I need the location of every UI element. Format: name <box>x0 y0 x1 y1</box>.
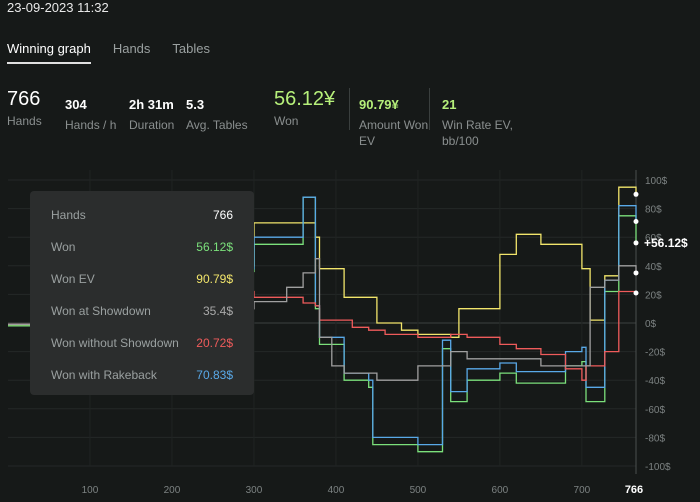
stat-won: 56.12¥ Won <box>274 88 335 129</box>
tooltip-row-won: Won 56.12$ <box>51 240 233 258</box>
tooltip-won-label: Won <box>51 240 76 254</box>
stat-duration-value: 2h 31m <box>129 97 174 112</box>
tooltip-hands-label: Hands <box>51 208 86 222</box>
y-tick-label: -40$ <box>645 376 665 387</box>
tooltip-row-won-rakeback: Won with Rakeback 70.83$ <box>51 368 233 386</box>
tooltip-row-won-no-showdown: Won without Showdown 20.72$ <box>51 336 233 354</box>
stat-hands-value: 766 <box>7 88 41 110</box>
stat-amount-won-ev: 90.79¥ Amount Won EV <box>359 97 428 149</box>
series-endpoint <box>633 270 639 276</box>
tooltip-won-showdown-label: Won at Showdown <box>51 304 151 318</box>
tooltip-won-ev-label: Won EV <box>51 272 95 286</box>
y-tick-label: 0$ <box>645 319 657 330</box>
stat-hands-per-hour-label: Hands / h <box>65 118 117 132</box>
won-end-label: +56.12$ <box>644 236 688 250</box>
stat-win-rate-ev-value: 21 <box>442 97 457 112</box>
stat-avg-tables-label: Avg. Tables <box>186 118 248 132</box>
stat-won-value: 56.12¥ <box>274 88 336 110</box>
y-tick-label: 80$ <box>645 205 662 216</box>
stat-avg-tables: 5.3 Avg. Tables <box>186 97 248 133</box>
tab-tables[interactable]: Tables <box>172 41 210 56</box>
stat-win-rate-ev: 21 Win Rate EV, bb/100 <box>442 97 513 149</box>
x-tick-label: 100 <box>82 485 99 496</box>
x-tick-label: 200 <box>164 485 181 496</box>
x-tick-label: 400 <box>328 485 345 496</box>
y-tick-label: 100$ <box>645 176 668 187</box>
stat-avg-tables-value: 5.3 <box>186 97 205 112</box>
winning-graph-chart[interactable]: 100$ 80$ 60$ 40$ 20$ 0$ -20$ -40$ -60$ -80$ -100$ 1… <box>0 160 700 502</box>
stat-duration: 2h 31m Duration <box>129 97 174 133</box>
stat-win-rate-ev-label: Win Rate EV, bb/100 <box>442 118 513 148</box>
tooltip-won-rakeback-label: Won with Rakeback <box>51 368 157 382</box>
x-tick-label: 300 <box>246 485 263 496</box>
stats-divider <box>349 88 350 130</box>
tab-bar: Winning graph Hands Tables <box>7 41 232 64</box>
stat-amount-won-ev-label: Amount Won EV <box>359 118 429 148</box>
tooltip-won-no-showdown-value: 20.72$ <box>196 336 233 350</box>
session-timestamp: 23-09-2023 11:32 <box>7 0 109 15</box>
tooltip-hands-value: 766 <box>212 208 233 222</box>
stat-amount-won-ev-value: 90.79¥ <box>359 97 399 112</box>
tooltip-won-rakeback-value: 70.83$ <box>196 368 233 382</box>
y-tick-label: -60$ <box>645 405 665 416</box>
tooltip-won-ev-value: 90.79$ <box>196 272 233 286</box>
series-endpoint <box>633 218 639 224</box>
tooltip-row-won-showdown: Won at Showdown 35.4$ <box>51 304 233 322</box>
y-tick-label: -80$ <box>645 433 665 444</box>
x-tick-label: 600 <box>492 485 509 496</box>
tooltip-row-hands: Hands 766 <box>51 208 233 226</box>
stat-duration-label: Duration <box>129 118 175 132</box>
tooltip-won-showdown-value: 35.4$ <box>202 304 233 318</box>
x-tick-label: 500 <box>410 485 427 496</box>
y-tick-label: 40$ <box>645 262 662 273</box>
x-end-label: 766 <box>625 484 643 496</box>
y-tick-label: -20$ <box>645 348 665 359</box>
stats-divider <box>429 88 430 130</box>
series-endpoint <box>633 290 639 296</box>
stat-hands-per-hour-value: 304 <box>65 97 87 112</box>
x-tick-label: 700 <box>574 485 591 496</box>
tab-winning-graph[interactable]: Winning graph <box>7 41 91 64</box>
stat-hands-label: Hands <box>7 114 42 128</box>
tooltip-won-value: 56.12$ <box>196 240 233 254</box>
tab-hands[interactable]: Hands <box>112 41 151 56</box>
stat-hands: 766 Hands <box>7 88 42 129</box>
tooltip-won-no-showdown-label: Won without Showdown <box>51 336 179 350</box>
y-tick-label: -100$ <box>645 462 671 473</box>
series-endpoint <box>633 191 639 197</box>
stats-bar: 766 Hands 304 Hands / h 2h 31m Duration … <box>0 88 700 148</box>
y-tick-label: 60$ <box>645 233 662 244</box>
y-tick-label: 20$ <box>645 290 662 301</box>
chart-tooltip: Hands 766 Won 56.12$ Won EV 90.79$ Won a… <box>30 191 254 395</box>
series-endpoint <box>633 240 639 246</box>
stat-hands-per-hour: 304 Hands / h <box>65 97 116 133</box>
stat-won-label: Won <box>274 114 299 128</box>
tooltip-row-won-ev: Won EV 90.79$ <box>51 272 233 290</box>
